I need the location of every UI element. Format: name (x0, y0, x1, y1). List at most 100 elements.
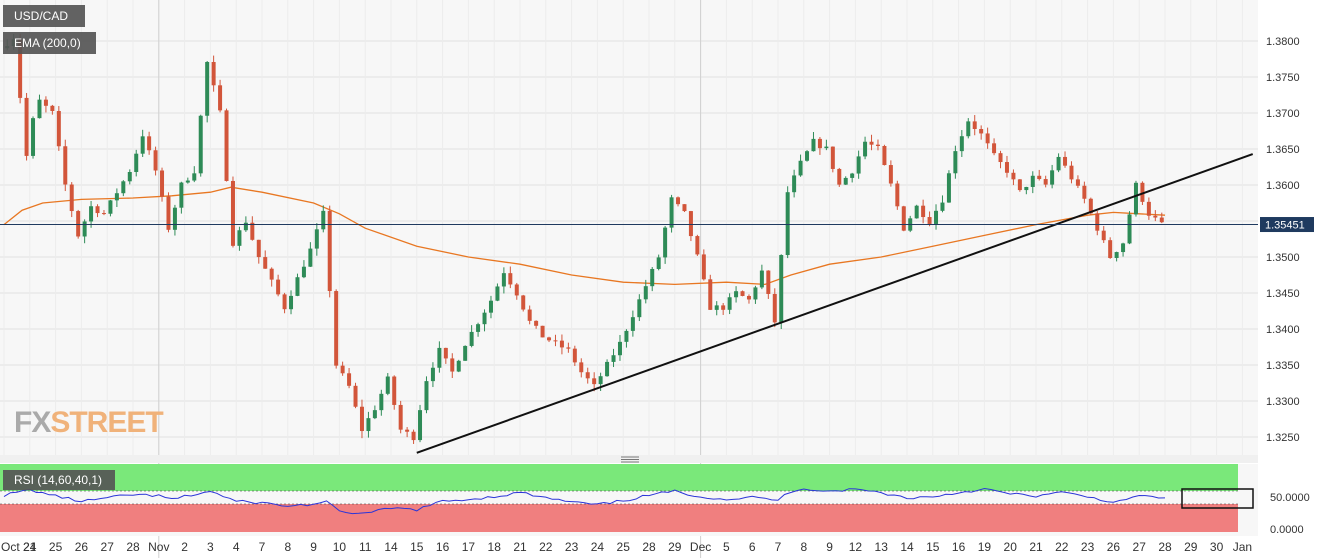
x-tick-label: 30 (1210, 540, 1224, 554)
candle (676, 196, 681, 207)
candle (656, 254, 661, 271)
plot-background (0, 0, 1258, 455)
symbol-badge[interactable]: USD/CAD (3, 5, 85, 27)
candle (753, 285, 758, 304)
x-tick-label: 28 (126, 540, 140, 554)
candle (437, 341, 442, 373)
candle (875, 139, 880, 151)
candle (1101, 226, 1106, 243)
x-tick-label: 16 (436, 540, 450, 554)
candle (43, 96, 48, 113)
y-tick-label: 1.3650 (1266, 144, 1300, 156)
x-tick-label: Jan (1233, 540, 1252, 554)
candle (1024, 186, 1029, 195)
candle (269, 267, 274, 287)
y-tick-label: 1.3450 (1266, 288, 1300, 300)
candle (701, 249, 706, 281)
candle (1082, 181, 1087, 204)
grid (0, 0, 1258, 558)
candle (856, 150, 861, 179)
y-tick-label: 1.3750 (1266, 72, 1300, 84)
candle (714, 301, 719, 316)
y-tick-label: 1.3500 (1266, 252, 1300, 264)
candle (1121, 242, 1126, 257)
candle (430, 362, 435, 388)
candle (372, 405, 377, 420)
x-tick-label: 27 (101, 540, 115, 554)
candle (637, 294, 642, 322)
candle (205, 61, 210, 123)
panel-resize-handle[interactable] (621, 456, 639, 463)
candle (179, 181, 184, 214)
x-tick-label: 18 (488, 540, 502, 554)
ema-badge[interactable]: EMA (200,0) (3, 32, 96, 54)
x-tick-label: 10 (333, 540, 347, 554)
candle (1030, 171, 1035, 194)
candle (927, 211, 932, 227)
candle (127, 169, 132, 185)
candle (992, 138, 997, 156)
candle (50, 104, 55, 115)
candle (869, 134, 874, 151)
x-tick-label: 23 (1081, 540, 1095, 554)
rsi-tick-0: 0.0000 (1270, 524, 1304, 536)
rsi-badge[interactable]: RSI (14,60,40,1) (3, 470, 115, 490)
rsi-panel: RSI (14,60,40,1) 50.0000 0.0000 (0, 464, 1310, 536)
x-tick-label: 24 (591, 540, 605, 554)
x-tick-label: 14 (384, 540, 398, 554)
candle (353, 382, 358, 409)
candle (95, 204, 100, 218)
candle (185, 177, 190, 184)
x-tick-label: 28 (1158, 540, 1172, 554)
x-tick-label: 26 (75, 540, 89, 554)
candle (263, 250, 268, 269)
ema-200-line (3, 186, 1166, 286)
candle (682, 204, 687, 213)
candle (805, 150, 810, 162)
candle (959, 130, 964, 157)
x-tick-label: 13 (875, 540, 889, 554)
candle (1056, 153, 1061, 173)
candle (966, 118, 971, 139)
candle (1017, 179, 1022, 192)
candle (392, 375, 397, 410)
candle (940, 195, 945, 213)
candle (792, 169, 797, 198)
x-tick-label: 22 (539, 540, 553, 554)
candle (1050, 164, 1055, 189)
candle (411, 429, 416, 444)
x-tick-label: 27 (1133, 540, 1147, 554)
candle (566, 342, 571, 353)
candle (688, 210, 693, 242)
candle (972, 115, 977, 136)
candle (134, 149, 139, 177)
candle (314, 223, 319, 256)
candle (985, 127, 990, 149)
candle (501, 267, 506, 294)
x-tick-label: 26 (1107, 540, 1121, 554)
candle (746, 294, 751, 304)
candle (211, 55, 216, 92)
current-price-tag: 1.35451 (1260, 217, 1314, 233)
candles (5, 33, 1164, 444)
candle (624, 329, 629, 348)
candle (256, 239, 261, 264)
candle (785, 186, 790, 259)
candle (340, 361, 345, 376)
watermark-street: STREET (50, 406, 163, 439)
ema-label: EMA (200,0) (14, 36, 81, 50)
x-tick-label: 15 (926, 540, 940, 554)
candle (469, 325, 474, 348)
rsi-line (3, 487, 1166, 515)
candle (759, 264, 764, 290)
candle (37, 94, 42, 119)
current-price-label: 1.35451 (1265, 220, 1305, 232)
candle (779, 254, 784, 330)
x-tick-label: 29 (1184, 540, 1198, 554)
candle (527, 305, 532, 325)
candle (1153, 210, 1158, 222)
x-tick-label: 25 (49, 540, 63, 554)
x-tick-label: Dec (690, 540, 711, 554)
candle (418, 404, 423, 443)
